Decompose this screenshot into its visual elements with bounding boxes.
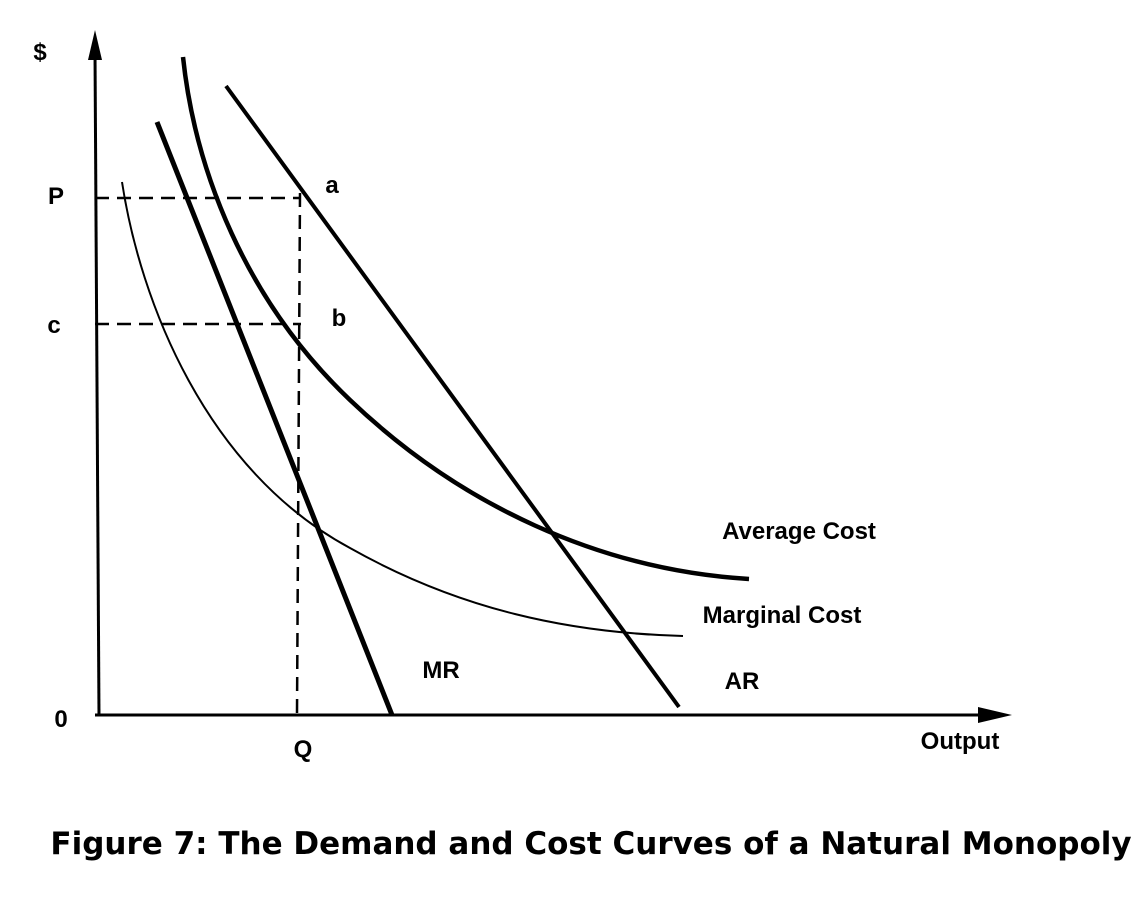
y-axis-label: $ xyxy=(33,39,47,66)
average-cost-curve xyxy=(180,56,750,582)
mr-line xyxy=(154,121,395,716)
mr-label: MR xyxy=(422,657,459,684)
y-tick-label-c: c xyxy=(47,312,60,339)
y-tick-label-p: P xyxy=(48,183,64,210)
point-label-a: a xyxy=(325,172,339,199)
origin-label: 0 xyxy=(54,706,67,733)
marginal-cost-curve xyxy=(121,181,684,637)
marginal-cost-label: Marginal Cost xyxy=(703,602,862,629)
ar-label: AR xyxy=(725,668,760,695)
x-axis-arrow xyxy=(978,707,1012,723)
y-axis xyxy=(93,51,101,717)
x-axis-label: Output xyxy=(921,728,1000,755)
point-label-b: b xyxy=(332,305,347,332)
ar-line xyxy=(224,84,681,709)
average-cost-label: Average Cost xyxy=(722,518,876,545)
x-tick-label-q: Q xyxy=(294,736,313,763)
figure-caption: Figure 7: The Demand and Cost Curves of … xyxy=(50,826,1132,862)
quantity-guide-line xyxy=(295,192,302,714)
y-axis-arrow xyxy=(88,30,102,60)
